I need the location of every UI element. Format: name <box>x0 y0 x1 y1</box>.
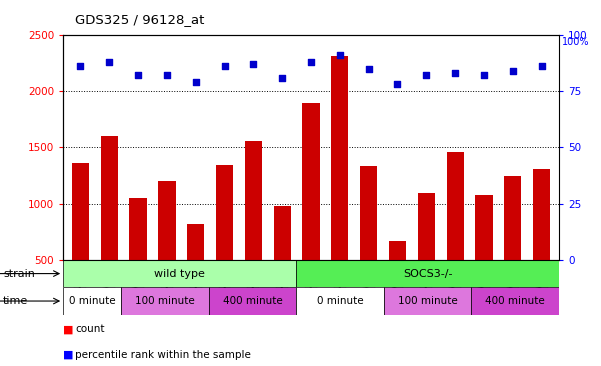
Text: ■: ■ <box>63 350 73 360</box>
Point <box>278 75 287 81</box>
Bar <box>296 287 384 315</box>
Text: percentile rank within the sample: percentile rank within the sample <box>75 350 251 360</box>
Bar <box>384 287 471 315</box>
Point <box>537 63 546 69</box>
Bar <box>216 165 233 316</box>
Point <box>306 59 316 65</box>
Point <box>364 66 373 71</box>
Bar <box>447 152 464 316</box>
Bar <box>245 141 262 316</box>
Point <box>76 63 85 69</box>
Bar <box>63 260 296 287</box>
Text: time: time <box>3 296 28 306</box>
Bar <box>158 181 175 316</box>
Point <box>191 79 201 85</box>
Text: GDS325 / 96128_at: GDS325 / 96128_at <box>75 12 204 26</box>
Bar <box>360 167 377 316</box>
Bar <box>296 260 559 287</box>
Bar <box>533 169 551 316</box>
Bar <box>100 136 118 316</box>
Text: 100 minute: 100 minute <box>135 296 195 306</box>
Text: wild type: wild type <box>154 269 205 279</box>
Bar <box>273 206 291 316</box>
Bar <box>302 104 320 316</box>
Point <box>249 61 258 67</box>
Bar <box>504 176 522 316</box>
Point <box>105 59 114 65</box>
Text: strain: strain <box>3 269 35 279</box>
Point <box>508 68 517 74</box>
Bar <box>475 195 493 316</box>
Bar <box>389 241 406 316</box>
Text: ■: ■ <box>63 324 73 335</box>
Text: SOCS3-/-: SOCS3-/- <box>403 269 453 279</box>
Bar <box>418 194 435 316</box>
Point <box>479 72 489 78</box>
Bar <box>129 198 147 316</box>
Point <box>335 52 344 58</box>
Point <box>220 63 230 69</box>
Text: 100 minute: 100 minute <box>398 296 457 306</box>
Bar <box>187 224 204 316</box>
Point <box>133 72 143 78</box>
Bar <box>331 56 349 316</box>
Text: 0 minute: 0 minute <box>69 296 115 306</box>
Bar <box>209 287 296 315</box>
Text: count: count <box>75 324 105 335</box>
Text: 0 minute: 0 minute <box>317 296 364 306</box>
Point <box>421 72 431 78</box>
Bar <box>121 287 209 315</box>
Text: 400 minute: 400 minute <box>223 296 282 306</box>
Bar <box>63 287 121 315</box>
Bar <box>471 287 559 315</box>
Point <box>162 72 172 78</box>
Text: 400 minute: 400 minute <box>485 296 545 306</box>
Point <box>450 70 460 76</box>
Text: 100%: 100% <box>562 37 590 46</box>
Point <box>392 81 402 87</box>
Bar <box>72 163 89 316</box>
